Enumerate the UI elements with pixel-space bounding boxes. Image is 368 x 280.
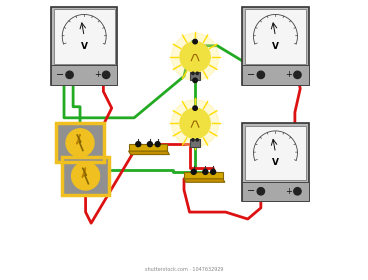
Text: −: − — [247, 186, 256, 196]
FancyBboxPatch shape — [242, 65, 309, 85]
FancyBboxPatch shape — [56, 123, 104, 162]
Circle shape — [66, 71, 73, 78]
Text: +: + — [285, 187, 292, 196]
Circle shape — [294, 71, 301, 78]
Circle shape — [180, 108, 210, 139]
Polygon shape — [128, 144, 167, 151]
FancyBboxPatch shape — [62, 157, 109, 195]
Circle shape — [171, 100, 219, 147]
FancyBboxPatch shape — [51, 65, 117, 85]
Polygon shape — [82, 168, 86, 178]
Polygon shape — [184, 172, 223, 179]
Circle shape — [203, 169, 208, 174]
Circle shape — [180, 42, 210, 72]
Text: +: + — [94, 70, 101, 79]
Circle shape — [257, 71, 265, 78]
Text: −: − — [247, 70, 256, 80]
Circle shape — [155, 142, 160, 147]
Polygon shape — [77, 134, 80, 144]
Circle shape — [294, 188, 301, 195]
Circle shape — [72, 162, 100, 190]
FancyBboxPatch shape — [190, 72, 200, 80]
Text: V: V — [81, 42, 88, 51]
Circle shape — [210, 169, 216, 174]
Circle shape — [136, 142, 141, 147]
Circle shape — [66, 129, 94, 157]
Circle shape — [148, 142, 152, 147]
Circle shape — [196, 139, 198, 141]
Circle shape — [191, 169, 196, 174]
Circle shape — [193, 39, 197, 44]
FancyBboxPatch shape — [242, 123, 309, 201]
Text: −: − — [56, 70, 64, 80]
FancyBboxPatch shape — [245, 9, 306, 64]
FancyBboxPatch shape — [245, 126, 306, 180]
FancyBboxPatch shape — [54, 9, 115, 64]
Circle shape — [192, 72, 194, 74]
Text: V: V — [272, 42, 279, 51]
Polygon shape — [128, 151, 169, 155]
Circle shape — [193, 106, 197, 110]
FancyBboxPatch shape — [242, 182, 309, 201]
Circle shape — [193, 78, 197, 83]
Circle shape — [171, 33, 219, 80]
Circle shape — [103, 71, 110, 78]
Text: +: + — [285, 70, 292, 79]
Circle shape — [257, 188, 265, 195]
FancyBboxPatch shape — [242, 7, 309, 85]
FancyBboxPatch shape — [51, 7, 117, 85]
Circle shape — [192, 139, 194, 141]
Text: V: V — [272, 158, 279, 167]
Text: shutterstock.com · 1047632929: shutterstock.com · 1047632929 — [145, 267, 223, 272]
Polygon shape — [184, 179, 225, 182]
Circle shape — [196, 72, 198, 74]
FancyBboxPatch shape — [190, 139, 200, 147]
